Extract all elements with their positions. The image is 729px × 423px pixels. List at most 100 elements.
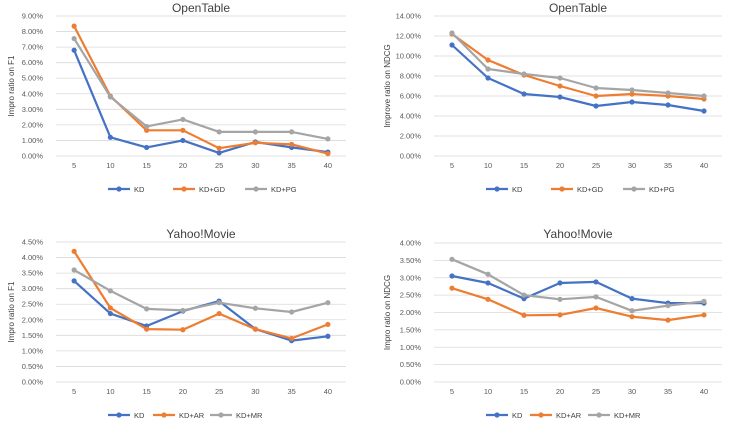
legend-label: KD+PG xyxy=(649,185,675,194)
data-point xyxy=(449,42,455,48)
data-point xyxy=(252,129,258,135)
x-tick-label: 15 xyxy=(520,161,528,170)
series-line-kd-pg xyxy=(73,38,329,140)
legend-item: KD xyxy=(486,185,523,194)
data-point xyxy=(144,123,150,130)
chart-title: Yahoo!Movie xyxy=(543,227,612,241)
data-point xyxy=(289,335,295,342)
data-point xyxy=(216,145,222,151)
y-axis-label: Impro ratio on NDCG xyxy=(383,275,392,350)
y-tick-label: 3.50% xyxy=(22,269,44,278)
y-tick-label: 1.00% xyxy=(22,136,44,145)
series-line-kd xyxy=(73,49,329,154)
data-point xyxy=(71,35,77,42)
data-point xyxy=(557,94,563,100)
x-tick-label: 10 xyxy=(484,387,492,396)
y-axis-label: Impro ratio on F1 xyxy=(7,281,16,342)
data-point xyxy=(557,75,563,81)
data-point xyxy=(629,87,635,93)
legend-label: KD+GD xyxy=(199,185,226,194)
y-tick-label: 2.00% xyxy=(22,120,44,129)
legend-marker xyxy=(559,186,565,192)
data-point xyxy=(701,108,707,114)
data-point xyxy=(325,136,331,142)
y-tick-label: 4.00% xyxy=(22,89,44,98)
data-point xyxy=(449,256,455,262)
data-point xyxy=(485,280,491,286)
series-line-kd-mr xyxy=(73,269,329,314)
legend-item: KD xyxy=(108,411,145,420)
data-point xyxy=(216,310,222,317)
y-tick-label: 1.50% xyxy=(22,331,44,340)
x-tick-label: 5 xyxy=(72,161,76,170)
data-point xyxy=(252,326,258,332)
y-tick-label: 10.00% xyxy=(396,52,422,61)
y-tick-label: 4.00% xyxy=(22,253,44,262)
y-tick-label: 9.00% xyxy=(22,12,44,21)
data-point xyxy=(665,302,671,309)
data-point xyxy=(449,273,455,279)
x-tick-label: 5 xyxy=(450,161,454,170)
y-tick-label: 6.00% xyxy=(22,58,44,67)
legend-marker xyxy=(494,412,500,418)
data-point xyxy=(107,310,113,317)
x-tick-label: 20 xyxy=(179,161,187,170)
legend-item: KD xyxy=(108,185,145,194)
y-tick-label: 2.50% xyxy=(400,291,422,300)
data-point xyxy=(180,116,186,123)
x-tick-label: 25 xyxy=(592,387,600,396)
data-point xyxy=(144,306,150,312)
series-line-kd-gd xyxy=(451,33,705,101)
y-tick-label: 0.00% xyxy=(22,378,44,387)
data-point xyxy=(180,327,186,333)
data-point xyxy=(593,305,599,311)
x-tick-label: 35 xyxy=(287,161,295,170)
data-point xyxy=(71,47,77,53)
data-point xyxy=(593,93,599,99)
x-tick-label: 30 xyxy=(251,161,259,170)
data-point xyxy=(629,296,635,302)
x-tick-label: 25 xyxy=(592,161,600,170)
data-point xyxy=(485,57,491,63)
data-point xyxy=(485,75,491,81)
legend-label: KD xyxy=(134,411,145,420)
data-point xyxy=(665,317,671,323)
data-point xyxy=(216,129,222,135)
y-axis-label: Improve ratio on NDCG xyxy=(383,44,392,128)
data-point xyxy=(325,333,331,339)
data-point xyxy=(629,91,635,97)
data-point xyxy=(485,296,491,302)
y-tick-label: 4.50% xyxy=(22,238,44,247)
x-tick-label: 35 xyxy=(664,387,672,396)
data-point xyxy=(629,314,635,320)
data-point xyxy=(289,141,295,147)
data-point xyxy=(180,137,186,144)
data-point xyxy=(557,296,563,302)
data-point xyxy=(593,103,599,109)
y-tick-label: 3.00% xyxy=(400,273,422,282)
chart-panel-3: Yahoo!Movie 0.00% 0.50% 1.00% 1.50% 2.00% 2.50… xyxy=(7,227,346,420)
series-line-kd xyxy=(451,44,705,113)
y-tick-label: 2.00% xyxy=(22,315,44,324)
data-point xyxy=(593,294,599,300)
legend-label: KD xyxy=(512,411,523,420)
x-tick-label: 15 xyxy=(520,387,528,396)
legend-label: KD+AR xyxy=(179,411,205,420)
y-tick-label: 1.00% xyxy=(22,346,44,355)
x-tick-label: 30 xyxy=(628,161,636,170)
data-point xyxy=(107,305,113,311)
data-point xyxy=(325,300,331,306)
data-point xyxy=(252,305,258,311)
data-point xyxy=(629,308,635,314)
legend-marker xyxy=(253,186,259,192)
x-tick-label: 30 xyxy=(251,387,259,396)
legend-marker xyxy=(218,412,224,418)
legend-item: KD xyxy=(486,411,523,420)
data-point xyxy=(71,267,77,273)
series-line-kd-gd xyxy=(73,25,329,155)
x-tick-label: 30 xyxy=(628,387,636,396)
series-line-kd-mr xyxy=(451,258,705,312)
legend-item: KD+AR xyxy=(530,411,582,420)
data-point xyxy=(144,144,150,151)
